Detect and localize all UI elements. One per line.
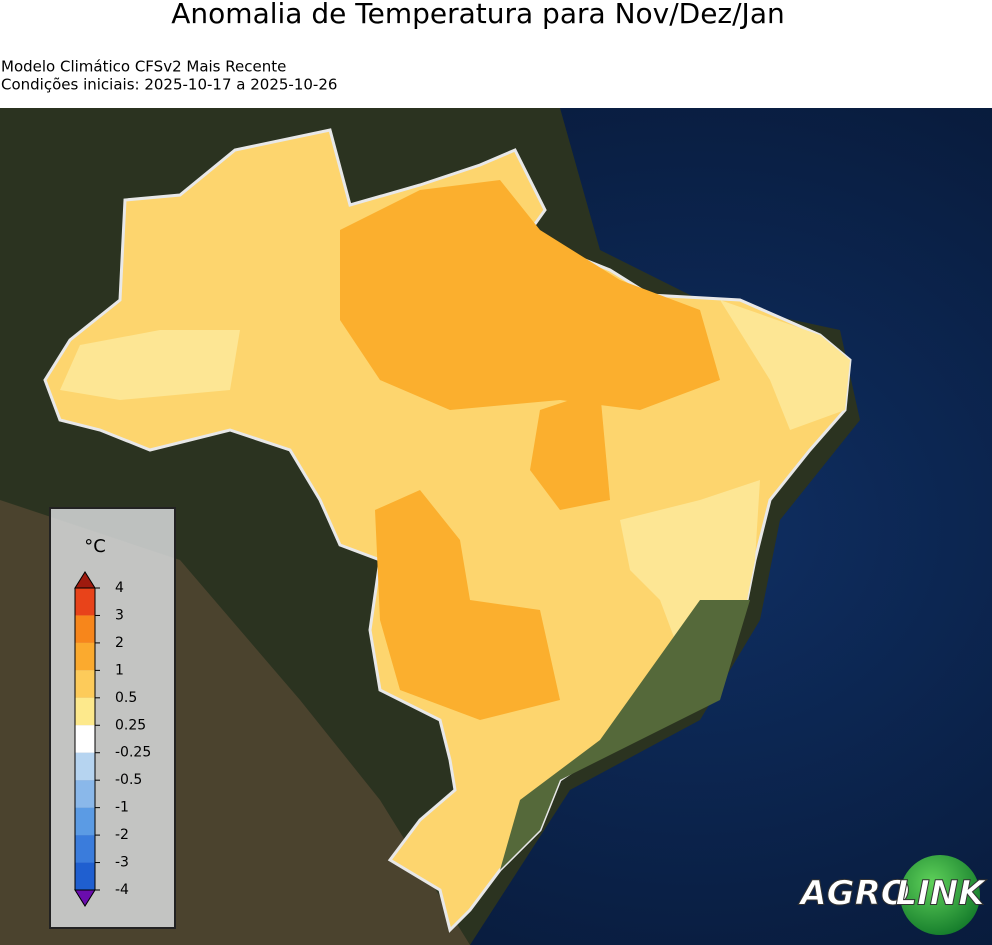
- colorbar-segment: [75, 697, 95, 726]
- colorbar-tick-label: -0.25: [115, 745, 151, 761]
- anomaly-zone: [720, 300, 850, 430]
- colorbar-segment: [75, 615, 95, 643]
- colorbar-tick-label: 3: [115, 607, 124, 623]
- colorbar-segment: [75, 807, 95, 836]
- logo-text: AGRO: [797, 874, 909, 914]
- colorbar-tick-label: -3: [115, 855, 129, 871]
- colorbar-tick-label: 0.25: [115, 717, 146, 733]
- colorbar-tick-label: 1: [115, 662, 124, 678]
- anomaly-zone: [375, 490, 560, 720]
- colorbar-segment: [75, 588, 95, 616]
- subtitle: Condições iniciais: 2025-10-17 a 2025-10…: [1, 76, 337, 94]
- anomaly-zone: [340, 180, 720, 410]
- anomaly-zone: [530, 390, 610, 510]
- colorbar-segment: [75, 835, 95, 863]
- colorbar: 4 3 2 1 0.5 0.25 -0.25 -0.5 -1 -2 -3 -4: [74, 571, 151, 907]
- colorbar-tick-label: 2: [115, 635, 124, 651]
- colorbar-panel: [49, 507, 176, 929]
- colorbar-segment: [75, 670, 95, 698]
- anomaly-zone: [60, 330, 240, 400]
- subtitle: Modelo Climático CFSv2 Mais Recente: [1, 58, 286, 76]
- colorbar-tick-label: -1: [115, 800, 129, 816]
- colorbar-tick-label: -0.5: [115, 772, 142, 788]
- colorbar-segment: [75, 862, 95, 890]
- colorbar-outline: [74, 587, 96, 891]
- colorbar-tick-label: -4: [115, 882, 129, 898]
- colorbar-segment: [75, 780, 95, 808]
- logo: AGRO LINK: [797, 855, 988, 935]
- colorbar-tick-label: 4: [115, 580, 124, 596]
- colorbar-segment: [75, 752, 95, 781]
- logo-circle: [900, 855, 980, 935]
- colorbar-segment: [75, 642, 95, 671]
- logo-text: LINK: [895, 874, 987, 914]
- colorbar-tick-label: -2: [115, 827, 129, 843]
- title: Anomalia de Temperatura para Nov/Dez/Jan: [171, 0, 784, 30]
- colorbar-tick-label: 0.5: [115, 690, 137, 706]
- colorbar-segment: [75, 725, 95, 753]
- colorbar-unit: °C: [84, 536, 106, 557]
- land: [500, 600, 750, 870]
